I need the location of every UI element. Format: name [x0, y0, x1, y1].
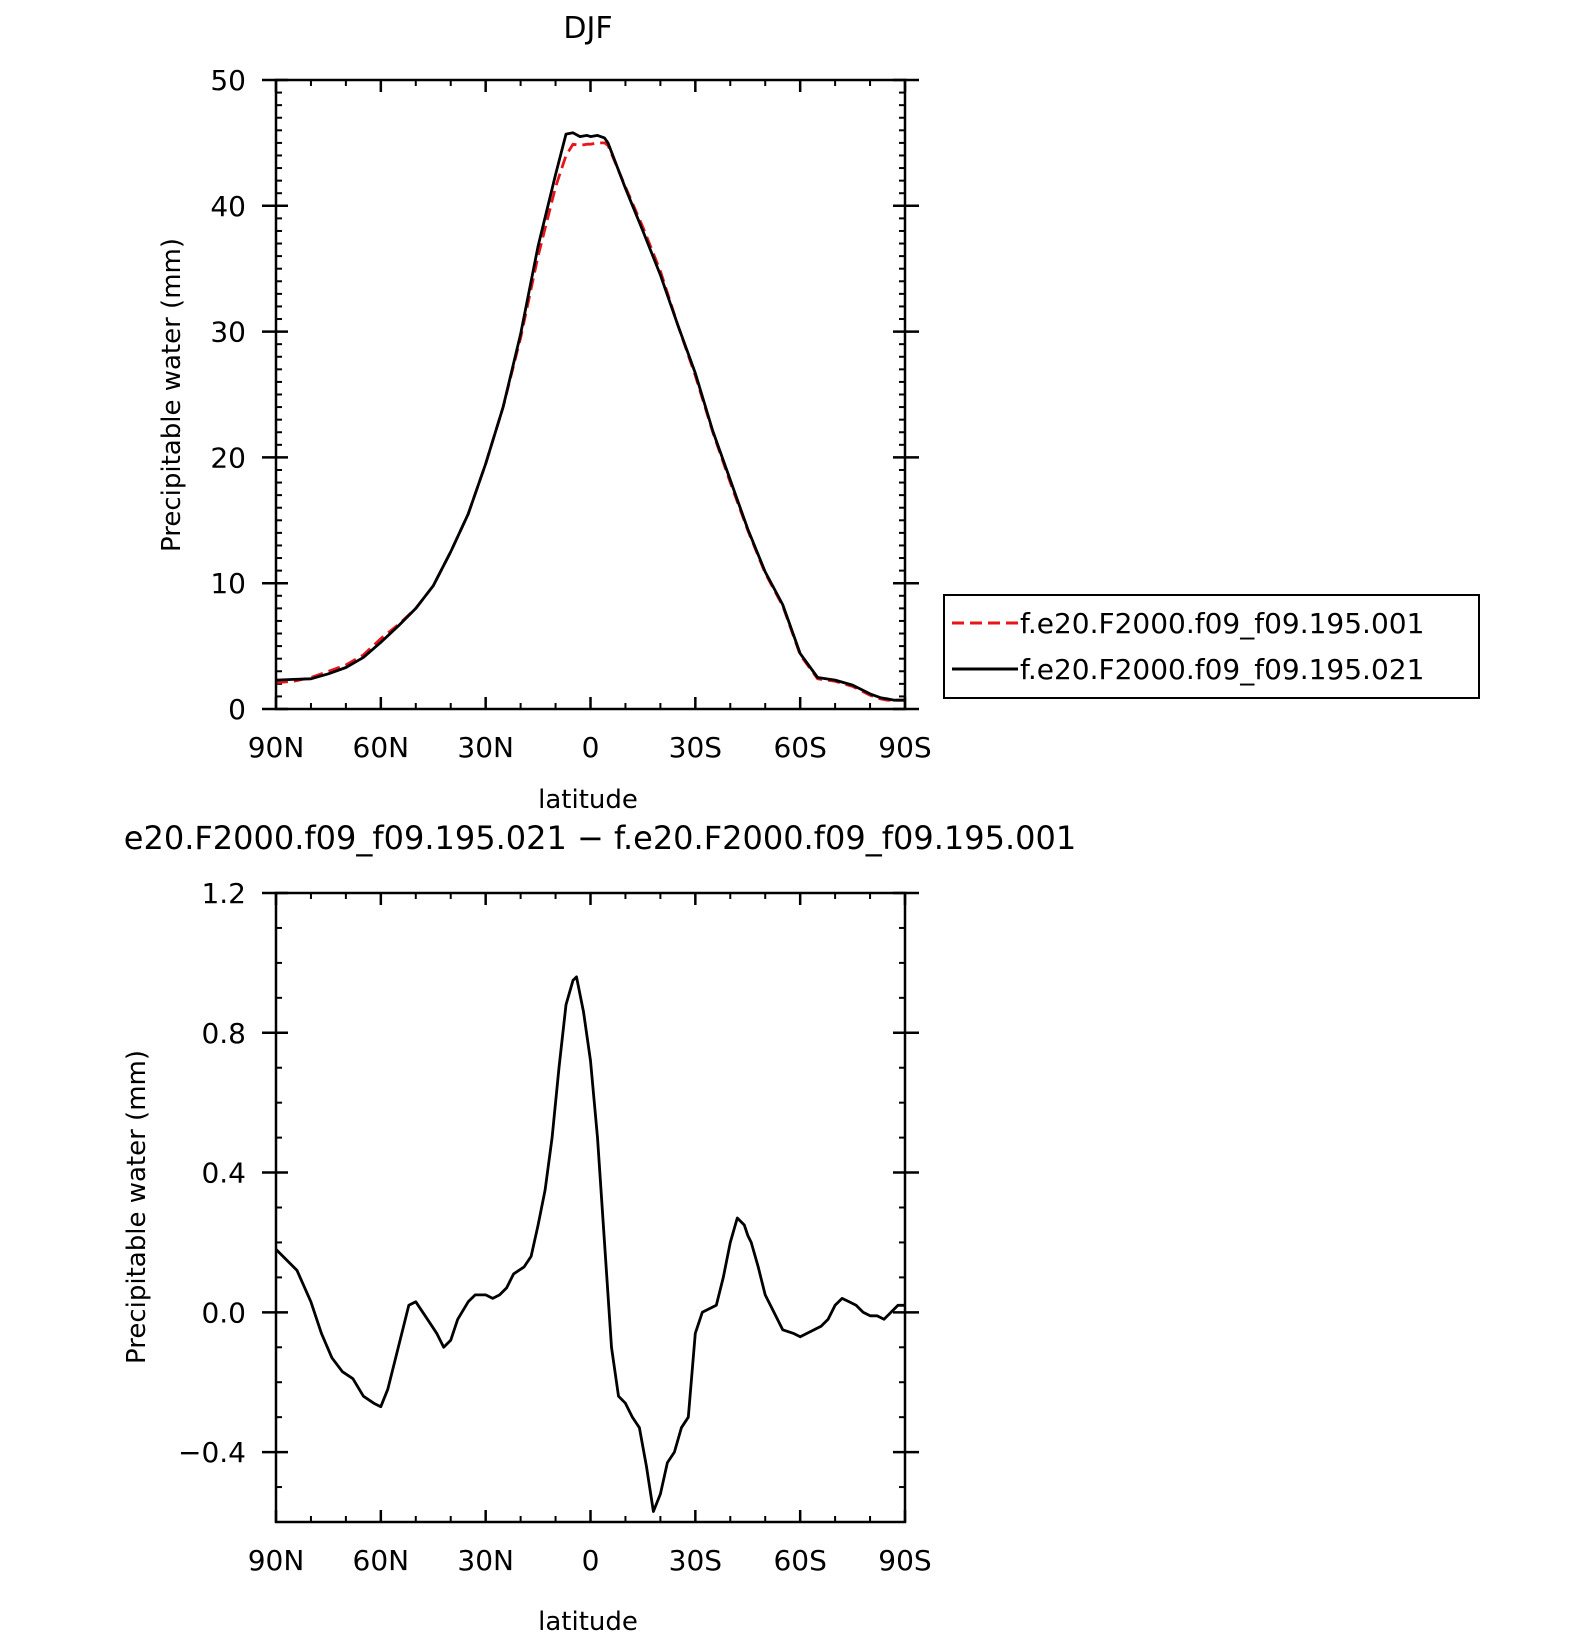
y-tick-label: −0.4 — [178, 1436, 246, 1469]
top-series-line-1 — [275, 131, 905, 702]
x-tick-label: 90N — [248, 1544, 305, 1577]
top-series-lines — [275, 131, 905, 702]
legend-label-001: f.e20.F2000.f09_f09.195.001 — [1020, 607, 1424, 640]
bottom-series-lines — [275, 975, 905, 1513]
y-tick-label: 30 — [210, 316, 246, 349]
y-tick-label: 1.2 — [201, 877, 246, 910]
x-tick-label: 30N — [457, 731, 514, 764]
x-tick-label: 0 — [582, 1544, 600, 1577]
legend-label-021: f.e20.F2000.f09_f09.195.021 — [1020, 653, 1424, 686]
legend-box — [943, 594, 1480, 699]
bottom-y-tick-labels: −0.4 0.0 0.4 0.8 1.2 — [178, 877, 246, 1469]
y-tick-label: 0.0 — [201, 1296, 246, 1329]
x-tick-label: 0 — [582, 731, 600, 764]
bottom-x-axis-label: latitude — [538, 1607, 638, 1637]
y-tick-label: 20 — [210, 441, 246, 474]
bottom-x-tick-labels: 90N 60N 30N 0 30S 60S 90S — [248, 1544, 932, 1577]
bottom-plot-frame — [274, 891, 907, 1524]
y-tick-label: 0.8 — [201, 1017, 246, 1050]
bottom-y-axis-label: Precipitable water (mm) — [122, 1050, 152, 1364]
y-tick-label: 10 — [210, 567, 246, 600]
top-x-tick-labels: 90N 60N 30N 0 30S 60S 90S — [248, 731, 932, 764]
y-tick-label: 0.4 — [201, 1157, 246, 1190]
x-tick-label: 90S — [878, 731, 931, 764]
x-tick-label: 60S — [773, 731, 826, 764]
top-y-axis-label: Precipitable water (mm) — [157, 238, 187, 552]
x-tick-label: 30S — [669, 1544, 722, 1577]
x-tick-label: 60N — [353, 1544, 410, 1577]
y-tick-label: 50 — [210, 64, 246, 97]
top-plot: DJF 0 10 20 30 40 50 90N 60N 30N 0 30S 60S 90S lati… — [157, 11, 1480, 815]
x-tick-label: 60S — [773, 1544, 826, 1577]
x-tick-label: 90S — [878, 1544, 931, 1577]
top-x-axis-label: latitude — [538, 785, 638, 815]
bot-series-line-0 — [275, 975, 905, 1513]
y-tick-label: 40 — [210, 190, 246, 223]
legend: f.e20.F2000.f09_f09.195.001 f.e20.F2000.… — [943, 594, 1480, 699]
top-plot-frame — [274, 78, 907, 711]
y-tick-label: 0 — [228, 693, 246, 726]
top-plot-title: DJF — [563, 11, 612, 46]
x-tick-label: 90N — [248, 731, 305, 764]
bottom-plot: e20.F2000.f09_f09.195.021 − f.e20.F2000.… — [122, 819, 1076, 1637]
x-tick-label: 60N — [353, 731, 410, 764]
top-y-tick-labels: 0 10 20 30 40 50 — [210, 64, 246, 726]
bottom-plot-title: e20.F2000.f09_f09.195.021 − f.e20.F2000.… — [124, 819, 1076, 857]
x-tick-label: 30N — [457, 1544, 514, 1577]
x-tick-label: 30S — [669, 731, 722, 764]
